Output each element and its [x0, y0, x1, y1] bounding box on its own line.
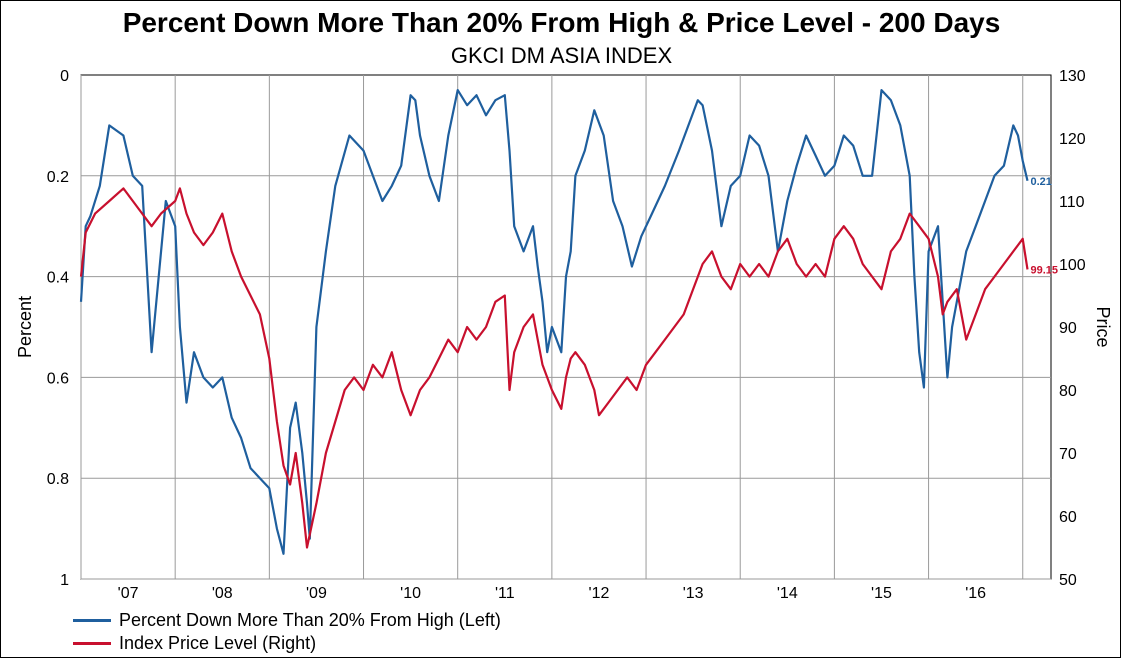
legend-swatch-percent-down [73, 619, 111, 622]
line-chart: 0 0.2 0.4 0.6 0.8 1 130 120 110 100 90 80 70 60 50 '07 '… [15, 68, 1113, 601]
legend-label-percent-down: Percent Down More Than 20% From High (Le… [119, 610, 501, 630]
x-tick-label: '15 [871, 585, 892, 601]
y-right-tick-label: 80 [1059, 383, 1077, 400]
x-tick-label: '13 [683, 585, 704, 601]
end-label-percent-down: 0.21 [1030, 176, 1051, 188]
y-right-tick-label: 110 [1059, 194, 1085, 211]
chart-subtitle: GKCI DM ASIA INDEX [450, 43, 673, 68]
y-left-tick-label: 0 [60, 68, 69, 85]
series-line-percent-down [79, 88, 1029, 555]
x-tick-label: '14 [777, 585, 798, 601]
legend-swatch-index-price [73, 642, 111, 645]
y-left-axis-title: Percent [15, 296, 35, 358]
end-label-index-price: 99.15 [1030, 264, 1058, 276]
y-right-axis-title: Price [1093, 306, 1113, 347]
y-left-tick-label: 0.2 [47, 169, 69, 186]
legend-item-index-price: Index Price Level (Right) [73, 632, 501, 655]
chart-title: Percent Down More Than 20% From High & P… [122, 7, 1001, 38]
legend: Percent Down More Than 20% From High (Le… [73, 609, 501, 655]
x-tick-label: '12 [589, 585, 610, 601]
y-right-tick-label: 120 [1059, 131, 1086, 148]
legend-label-index-price: Index Price Level (Right) [119, 633, 317, 653]
y-right-tick-label: 50 [1059, 572, 1077, 589]
x-tick-label: '08 [212, 585, 233, 601]
x-tick-label: '07 [118, 585, 139, 601]
y-left-tick-label: 0.8 [47, 471, 69, 488]
y-right-tick-label: 130 [1059, 68, 1086, 85]
x-tick-label: '09 [306, 585, 327, 601]
y-left-tick-label: 0.4 [47, 270, 69, 287]
plot-area [80, 74, 1052, 580]
x-tick-label: '16 [965, 585, 986, 601]
series-line-index-price [79, 187, 1029, 549]
legend-item-percent-down: Percent Down More Than 20% From High (Le… [73, 609, 501, 632]
y-right-tick-label: 100 [1059, 257, 1086, 274]
y-right-tick-label: 70 [1059, 446, 1077, 463]
y-left-tick-label: 0.6 [47, 370, 69, 387]
y-left-tick-label: 1 [60, 572, 69, 589]
x-tick-label: '11 [495, 585, 515, 601]
x-tick-label: '10 [400, 585, 421, 601]
y-right-tick-label: 90 [1059, 320, 1077, 337]
y-right-tick-label: 60 [1059, 509, 1077, 526]
